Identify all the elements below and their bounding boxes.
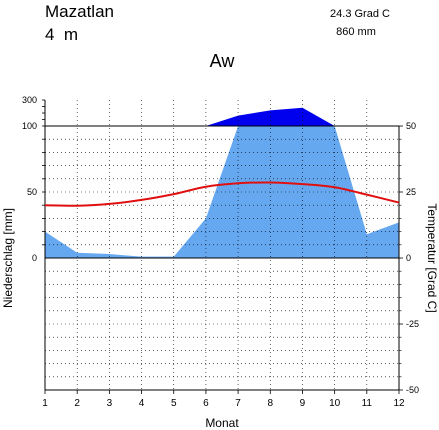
x-tick-label: 12 (393, 398, 405, 409)
grid-layer (45, 100, 399, 390)
left-tick-label: 0 (32, 253, 37, 263)
x-tick-label: 8 (267, 398, 273, 409)
station-elevation: 4 m (45, 25, 78, 44)
x-tick-label: 10 (329, 398, 341, 409)
right-tick-label: 50 (406, 121, 416, 131)
left-tick-label: 50 (27, 187, 37, 197)
x-tick-label: 4 (139, 398, 145, 409)
right-tick-label: 25 (406, 187, 416, 197)
x-tick-label: 7 (235, 398, 241, 409)
right-tick-label: 0 (406, 253, 411, 263)
temperature-line (44, 181, 400, 207)
annual-temperature: 24.3 Grad C (330, 8, 390, 20)
right-tick-label: -25 (406, 319, 419, 329)
precipitation-excess-area (45, 107, 399, 126)
left-axis-label: Niederschlag [mm] (1, 208, 15, 308)
x-tick-label: 6 (203, 398, 209, 409)
climate-class: Aw (210, 51, 236, 71)
temperature-line-layer (44, 181, 400, 207)
x-tick-label: 5 (171, 398, 177, 409)
right-tick-label: -50 (406, 385, 419, 395)
right-axis-label: Temperatur [Grad C] (425, 203, 439, 312)
x-tick-label: 11 (362, 398, 373, 409)
annual-precipitation: 860 mm (336, 26, 376, 38)
x-tick-label: 3 (107, 398, 113, 409)
left-tick-label: 300 (22, 95, 37, 105)
precipitation-area-layer (45, 107, 399, 258)
x-tick-label: 2 (74, 398, 80, 409)
x-tick-label: 9 (300, 398, 306, 409)
x-axis-label: Monat (205, 416, 239, 430)
station-name: Mazatlan (45, 2, 114, 21)
x-tick-label: 1 (42, 398, 48, 409)
left-tick-label: 100 (22, 121, 37, 131)
